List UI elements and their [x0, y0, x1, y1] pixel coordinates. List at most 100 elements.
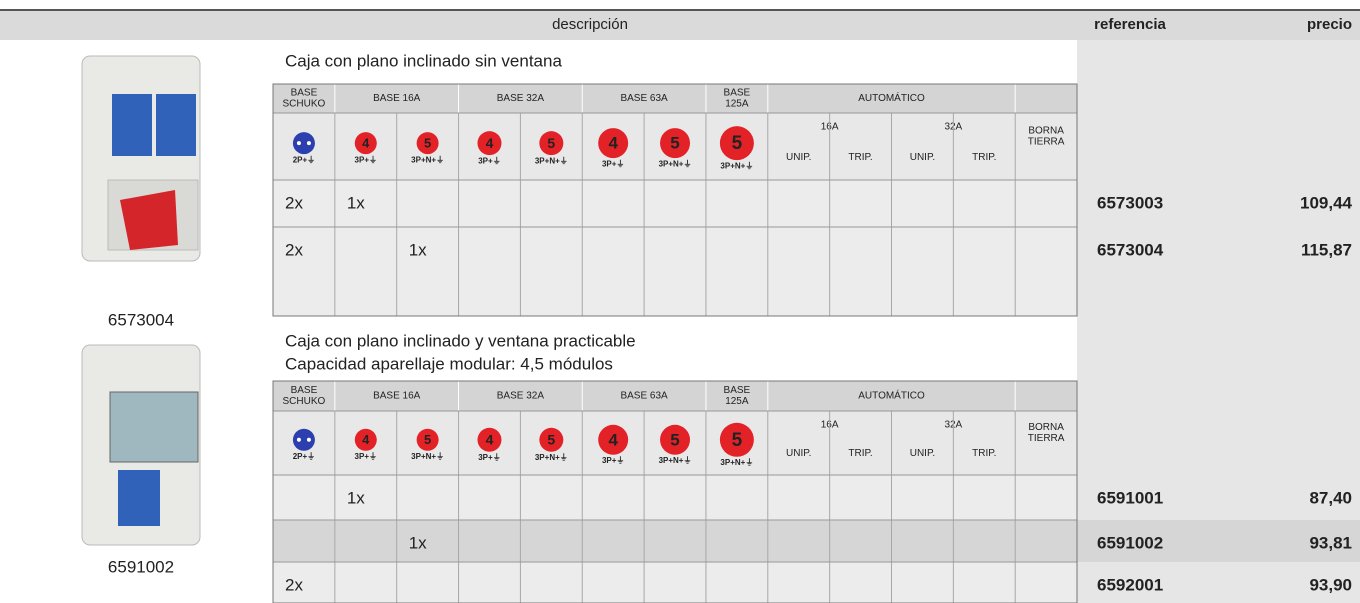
- schuko-icon: [292, 132, 315, 155]
- section-title: Caja con plano inclinado sin ventana: [285, 51, 562, 70]
- section-title: Caja con plano inclinado y ventana pract…: [285, 331, 636, 350]
- socket-number: 5: [424, 136, 431, 151]
- column-group-header: SCHUKO: [283, 99, 326, 110]
- socket-number: 4: [362, 136, 370, 151]
- socket-label: 3P+N+⏚: [720, 161, 753, 170]
- socket-label: 3P+N+⏚: [411, 452, 444, 461]
- header-row-bg: [273, 84, 1077, 113]
- column-group-header: TIERRA: [1028, 433, 1065, 444]
- socket-icon: [354, 428, 377, 451]
- reference: 6591001: [1097, 488, 1163, 507]
- socket-number: 5: [670, 430, 679, 449]
- auto-pole: UNIP.: [786, 448, 811, 459]
- column-group-header: BASE: [724, 88, 751, 99]
- data-row-bg: [273, 520, 1077, 562]
- auto-pole: UNIP.: [786, 152, 811, 163]
- column-group-header: BASE 63A: [620, 391, 668, 402]
- auto-pole: TRIP.: [972, 448, 996, 459]
- socket-icon: [598, 128, 629, 159]
- header-row-bg: [273, 381, 1077, 411]
- auto-pole: UNIP.: [910, 448, 935, 459]
- quantity-cell: 1x: [347, 193, 365, 212]
- table-border: [272, 83, 1078, 317]
- socket-label: 3P+N+⏚: [659, 456, 692, 465]
- column-group-header: BASE 32A: [497, 93, 545, 104]
- data-row-bg: [273, 227, 1077, 316]
- socket-number: 4: [362, 432, 370, 447]
- price: 87,40: [1309, 488, 1352, 507]
- socket-label: 2P+⏚: [293, 452, 315, 461]
- socket-label: 3P+N+⏚: [535, 156, 568, 165]
- socket-label: 3P+⏚: [478, 156, 500, 165]
- column-group-header: BORNA: [1028, 126, 1064, 137]
- quantity-cell: 2x: [285, 575, 303, 594]
- socket-number: 5: [547, 135, 555, 151]
- product-image-1: [81, 55, 201, 262]
- product-image-2: [81, 344, 201, 546]
- reference: 6573004: [1097, 240, 1164, 259]
- socket-number: 4: [486, 432, 494, 448]
- column-group-header: BASE: [291, 88, 318, 99]
- socket-label: 3P+⏚: [602, 159, 624, 168]
- reference: 6573003: [1097, 193, 1163, 212]
- socket-label: 3P+N+⏚: [659, 159, 692, 168]
- schuko-pin: [306, 437, 311, 442]
- column-group-header: BASE 32A: [497, 391, 545, 402]
- auto-pole: UNIP.: [910, 152, 935, 163]
- reference: 6591002: [1097, 533, 1163, 552]
- socket-icon: [598, 424, 629, 455]
- socket-label: 3P+⏚: [602, 456, 624, 465]
- socket-icon: [477, 131, 502, 156]
- column-group-header: SCHUKO: [283, 396, 326, 407]
- auto-pole: TRIP.: [848, 448, 872, 459]
- column-group-header: BORNA: [1028, 422, 1064, 433]
- socket-icon: [719, 422, 754, 457]
- column-group-header: TIERRA: [1028, 137, 1065, 148]
- column-group-header: AUTOMÁTICO: [858, 91, 925, 104]
- data-row-bg: [273, 562, 1077, 603]
- socket-label: 3P+⏚: [355, 155, 377, 164]
- socket-icon: [719, 126, 754, 161]
- header-bar: [0, 10, 1360, 40]
- schuko-pin: [296, 437, 301, 442]
- price: 93,90: [1309, 575, 1352, 594]
- socket-number: 4: [486, 135, 494, 151]
- socket-icon: [539, 131, 564, 156]
- column-group-header: BASE: [724, 385, 751, 396]
- price: 109,44: [1300, 193, 1353, 212]
- socket-label: 3P+⏚: [355, 452, 377, 461]
- schuko-pin: [306, 141, 311, 146]
- auto-pole: TRIP.: [972, 152, 996, 163]
- auto-pole: TRIP.: [848, 152, 872, 163]
- socket-icon: [477, 427, 502, 452]
- header-price: precio: [1307, 16, 1352, 33]
- socket-number: 5: [732, 430, 743, 451]
- socket-label: 3P+⏚: [478, 453, 500, 462]
- column-group-header: 125A: [725, 99, 749, 110]
- price: 115,87: [1301, 240, 1352, 259]
- socket-icon: [539, 427, 564, 452]
- column-group-header: BASE: [291, 385, 318, 396]
- socket-number: 5: [547, 432, 555, 448]
- quantity-cell: 1x: [347, 488, 365, 507]
- socket-number: 5: [670, 134, 679, 153]
- ref-row-bg: [1077, 520, 1360, 562]
- socket-number: 5: [732, 133, 743, 154]
- socket-icon: [416, 428, 439, 451]
- data-row-bg: [273, 475, 1077, 520]
- data-row-bg: [273, 180, 1077, 227]
- schuko-icon: [292, 428, 315, 451]
- socket-icon: [354, 132, 377, 155]
- column-group-header: AUTOMÁTICO: [858, 389, 925, 402]
- product-caption: 6591002: [108, 557, 174, 576]
- socket-label: 2P+⏚: [293, 155, 315, 164]
- socket-icon: [660, 128, 691, 159]
- table-border: [272, 380, 1078, 603]
- reference: 6592001: [1097, 575, 1163, 594]
- socket-number: 5: [424, 432, 431, 447]
- quantity-cell: 1x: [409, 240, 427, 259]
- header-reference: referencia: [1094, 16, 1166, 33]
- quantity-cell: 2x: [285, 240, 303, 259]
